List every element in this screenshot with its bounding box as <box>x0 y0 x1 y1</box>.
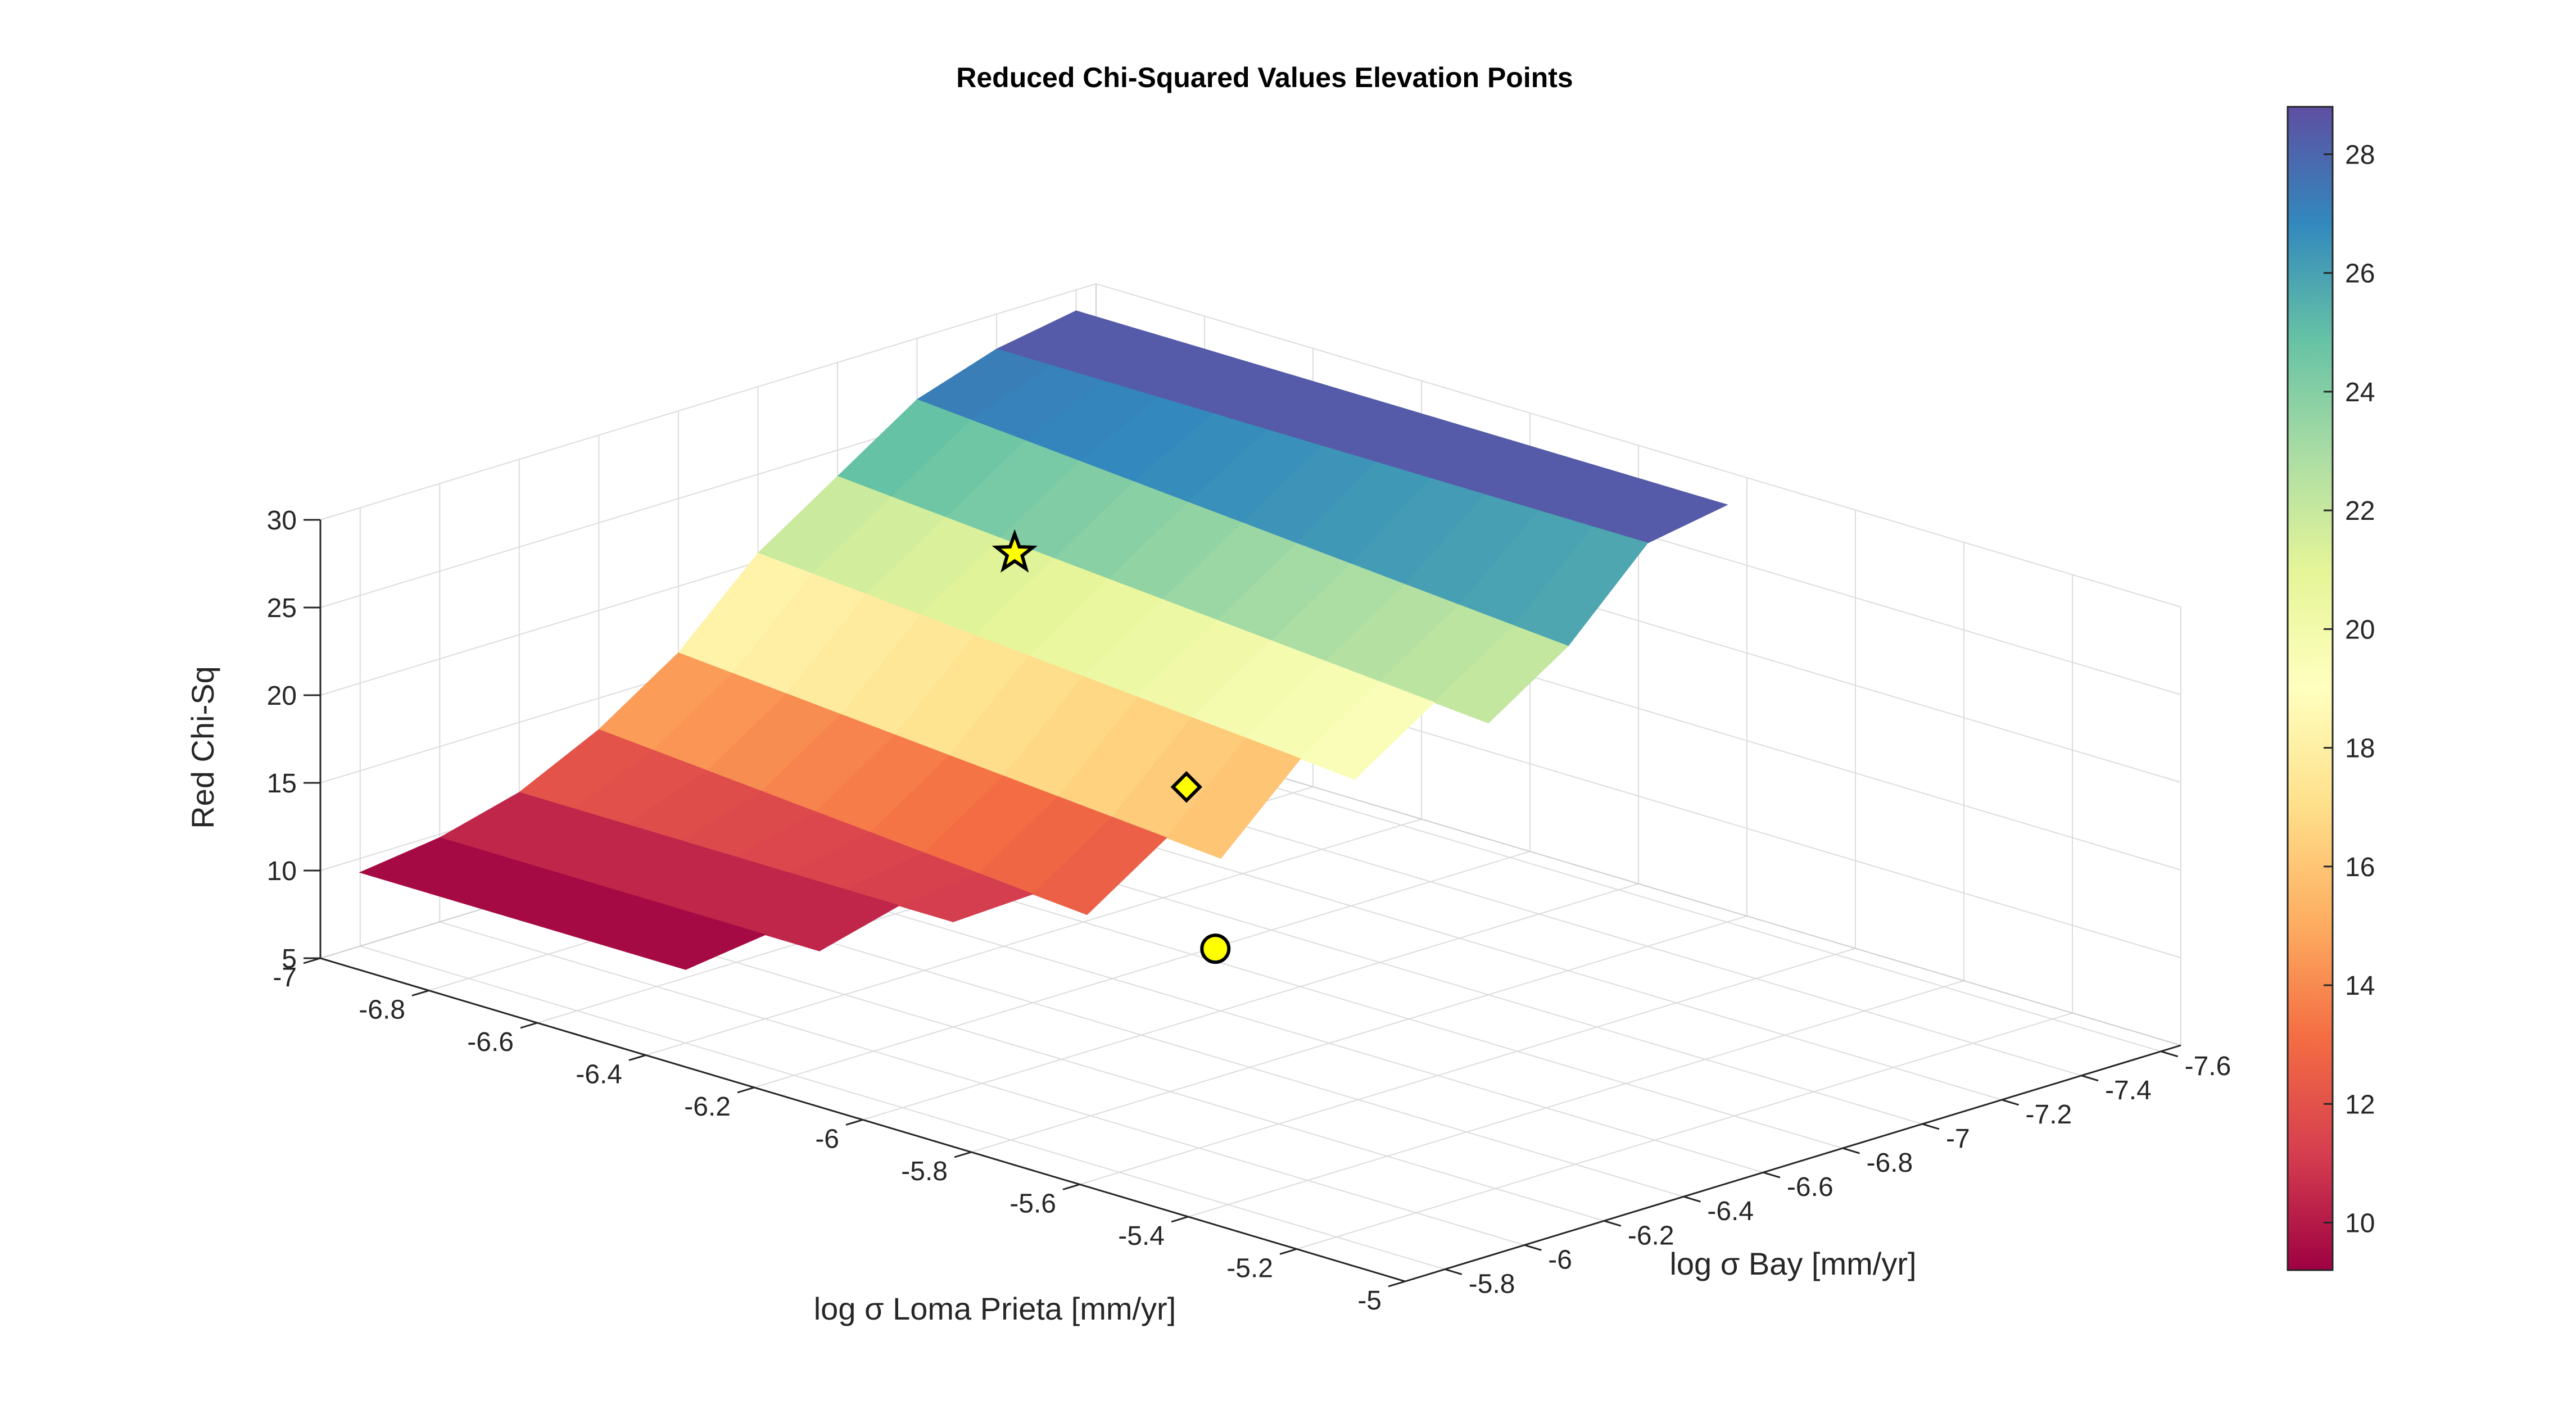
colorbar-tick-label: 18 <box>2345 734 2375 764</box>
y-tick <box>1763 1171 1781 1179</box>
markers <box>992 529 1231 964</box>
x-tick-label: -6 <box>815 1125 839 1154</box>
colorbar-tick-label: 28 <box>2345 140 2375 170</box>
x-tick <box>1062 1184 1080 1190</box>
surface-facet <box>764 889 900 951</box>
y-tick <box>1683 1195 1701 1203</box>
x-tick-label: -6.2 <box>684 1092 731 1122</box>
star-marker <box>992 529 1038 573</box>
x-tick <box>520 1022 538 1029</box>
x-tick-label: -5.8 <box>901 1157 948 1186</box>
colorbar: 10 12 14 16 18 20 22 24 26 28 <box>2287 106 2375 1271</box>
colorbar-tick-label: 16 <box>2345 853 2375 882</box>
y-tick-label: -7.2 <box>2026 1100 2072 1130</box>
colorbar-ticks: 10 12 14 16 18 20 22 24 26 28 <box>2324 140 2375 1239</box>
y-tick <box>1445 1268 1463 1275</box>
colorbar-tick-label: 12 <box>2345 1090 2375 1120</box>
x-tick-label: -6.8 <box>359 995 405 1025</box>
diamond-marker <box>1170 771 1203 803</box>
z-tick-label: 10 <box>267 856 297 886</box>
surface-facet <box>898 873 1034 922</box>
circle-marker <box>1200 933 1231 964</box>
surface-facet <box>1032 817 1167 915</box>
surface-facet <box>1433 625 1569 724</box>
y-tick-label: -6.6 <box>1787 1172 1833 1202</box>
y-tick <box>2081 1075 2099 1082</box>
x-tick <box>411 990 429 996</box>
x-tick <box>1279 1248 1297 1255</box>
colorbar-tick-label: 10 <box>2345 1209 2375 1239</box>
y-tick <box>1604 1220 1622 1227</box>
y-tick <box>2161 1050 2179 1058</box>
y-tick-label: -5.8 <box>1469 1269 1515 1299</box>
x-tick-label: -5 <box>1357 1286 1382 1316</box>
y-tick <box>1842 1147 1860 1154</box>
z-tick-label: 15 <box>267 769 297 799</box>
colorbar-gradient <box>2287 106 2334 1271</box>
z-tick-label: 5 <box>282 944 297 974</box>
x-axis-label: log σ Loma Prieta [mm/yr] <box>814 1291 1176 1326</box>
x-tick-label: -6.4 <box>576 1060 622 1090</box>
colorbar-tick-label: 24 <box>2345 378 2375 407</box>
colorbar-tick-label: 14 <box>2345 971 2375 1001</box>
y-tick-label: -7 <box>1946 1124 1970 1154</box>
surface-facet <box>1300 681 1435 780</box>
chart-title: Reduced Chi-Squared Values Elevation Poi… <box>956 62 1573 93</box>
x-tick-label: -5.6 <box>1009 1189 1056 1219</box>
x-tick <box>954 1151 972 1158</box>
surface-facet <box>1166 737 1301 859</box>
x-tick <box>737 1086 755 1094</box>
z-tick-label: 25 <box>267 593 297 623</box>
colorbar-tick-label: 20 <box>2345 615 2375 645</box>
z-axis-label: Red Chi-Sq <box>185 666 220 828</box>
y-tick-label: -7.6 <box>2185 1052 2231 1081</box>
x-tick-label: -5.4 <box>1118 1221 1165 1251</box>
y-axis-line <box>1405 1044 2181 1282</box>
z-tick-label: 20 <box>267 681 297 711</box>
y-tick-label: -6.4 <box>1707 1196 1754 1226</box>
z-tick-label: 30 <box>267 506 297 536</box>
axes: -7 -6.8 -6.6 -6.4 -6.2 -6 -5.8 -5.6 -5.4 -5.2 -5 -5… <box>267 506 2231 1316</box>
surface-facet <box>630 918 767 970</box>
x-tick-label: -7 <box>273 963 297 992</box>
y-tick <box>2002 1099 2019 1106</box>
y-tick <box>1524 1244 1542 1251</box>
surface <box>359 310 1728 970</box>
y-axis-label: log σ Bay [mm/yr] <box>1669 1246 1916 1281</box>
y-tick-label: -7.4 <box>2105 1076 2152 1105</box>
x-tick <box>1171 1216 1189 1223</box>
y-tick-label: -6.8 <box>1866 1148 1913 1178</box>
y-tick <box>1922 1123 1940 1130</box>
y-tick-label: -6 <box>1548 1245 1572 1275</box>
x-tick <box>1388 1280 1406 1288</box>
y-tick-label: -6.2 <box>1628 1221 1674 1250</box>
x-tick <box>628 1054 646 1061</box>
colorbar-tick-label: 26 <box>2345 259 2375 289</box>
x-tick-label: -6.6 <box>467 1027 514 1057</box>
x-tick-label: -5.2 <box>1226 1254 1273 1284</box>
x-tick <box>845 1119 863 1126</box>
colorbar-tick-label: 22 <box>2345 496 2375 526</box>
